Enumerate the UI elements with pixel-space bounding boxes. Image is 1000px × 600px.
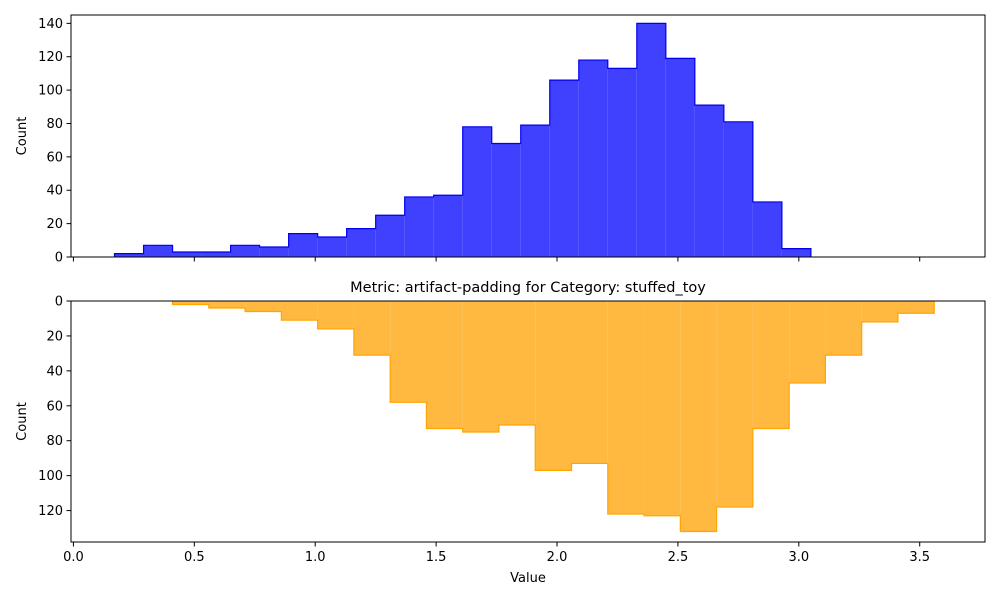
- histogram-bar: [281, 301, 318, 321]
- histogram-bar: [317, 236, 347, 257]
- histogram-bar: [201, 251, 231, 257]
- histogram-bar: [520, 125, 550, 257]
- histogram-bar: [172, 301, 209, 305]
- bottom-histogram-panel: 0.0 0.5 1.0 1.5 2.0 2.5 3.0 3.5 0 20 40 60 80 100 120 C…: [15, 280, 986, 586]
- y-tick-label: 100: [38, 469, 63, 484]
- histogram-bar: [433, 195, 463, 257]
- x-tick-label: 1.0: [305, 550, 326, 565]
- y-tick-label: 20: [46, 329, 63, 344]
- histogram-bar: [353, 301, 391, 356]
- y-tick-label: 120: [38, 50, 63, 65]
- histogram-bar: [571, 301, 608, 464]
- histogram-bar: [172, 251, 202, 257]
- histogram-bar: [716, 301, 753, 508]
- x-tick-label: 1.5: [426, 550, 447, 565]
- x-tick-label: 0.0: [63, 550, 84, 565]
- histogram-bar: [317, 301, 354, 329]
- y-tick-label: 40: [46, 184, 63, 199]
- histogram-bar: [861, 301, 898, 322]
- x-tick-label: 0.5: [184, 550, 205, 565]
- histogram-bar: [644, 301, 681, 516]
- y-axis-label: Count: [15, 117, 30, 156]
- histogram-bar: [426, 301, 463, 429]
- histogram-bar: [230, 245, 260, 257]
- histogram-bar: [636, 23, 666, 257]
- y-tick-label: 60: [46, 150, 63, 165]
- histogram-bar: [694, 105, 724, 257]
- x-tick-label: 2.5: [668, 550, 689, 565]
- x-tick-label: 3.0: [788, 550, 809, 565]
- histogram-bar: [462, 126, 492, 258]
- histogram-bar: [752, 301, 790, 429]
- y-tick-label: 60: [46, 399, 63, 414]
- histogram-bar: [114, 253, 144, 257]
- histogram-bar: [346, 228, 376, 257]
- chart-title: Metric: artifact-padding for Category: s…: [350, 280, 706, 296]
- histogram-bar: [825, 301, 862, 356]
- histogram-bar: [245, 301, 282, 312]
- histogram-bar: [462, 301, 499, 432]
- top-histogram-panel: 0 20 40 60 80 100 120 140 Count: [15, 14, 986, 266]
- histogram-bar: [897, 301, 935, 314]
- histogram-bar: [578, 60, 608, 257]
- histogram-bar: [607, 301, 645, 515]
- y-tick-label: 140: [38, 17, 63, 32]
- histogram-bar: [665, 58, 695, 258]
- histogram-bar: [607, 68, 637, 258]
- x-tick-label: 2.0: [547, 550, 568, 565]
- y-tick-label: 80: [46, 434, 63, 449]
- histogram-bar: [549, 80, 579, 257]
- histogram-outline: [113, 22, 812, 257]
- histogram-bar: [498, 301, 536, 425]
- histogram-bar: [752, 201, 782, 257]
- axes-frame: [70, 14, 986, 258]
- y-tick-label: 100: [38, 84, 63, 99]
- histogram-bar: [404, 196, 434, 257]
- histogram-bar: [259, 246, 289, 257]
- x-axis-label: Value: [510, 571, 546, 586]
- histogram-bar: [789, 301, 826, 384]
- histogram-bar: [288, 233, 318, 257]
- histogram-bar: [375, 215, 405, 257]
- histogram-bar: [208, 301, 246, 308]
- histogram-bar: [680, 301, 717, 532]
- y-tick-label: 20: [46, 217, 63, 232]
- y-tick-label: 80: [46, 117, 63, 132]
- histogram-bars: [114, 23, 811, 258]
- histogram-bar: [535, 301, 572, 471]
- histogram-bar: [723, 121, 753, 258]
- axes-frame: [70, 300, 986, 543]
- histogram-bar: [491, 143, 521, 257]
- y-tick-label: 0: [55, 295, 63, 310]
- y-tick-label: 40: [46, 364, 63, 379]
- y-axis-label: Count: [15, 402, 30, 441]
- y-tick-label: 0: [55, 251, 63, 266]
- histogram-bars: [172, 301, 935, 532]
- histogram-bar: [390, 301, 427, 403]
- histogram-bar: [143, 245, 173, 257]
- x-tick-label: 3.5: [909, 550, 930, 565]
- histogram-bar: [781, 248, 811, 257]
- y-tick-label: 120: [38, 504, 63, 519]
- histogram-outline: [171, 301, 935, 533]
